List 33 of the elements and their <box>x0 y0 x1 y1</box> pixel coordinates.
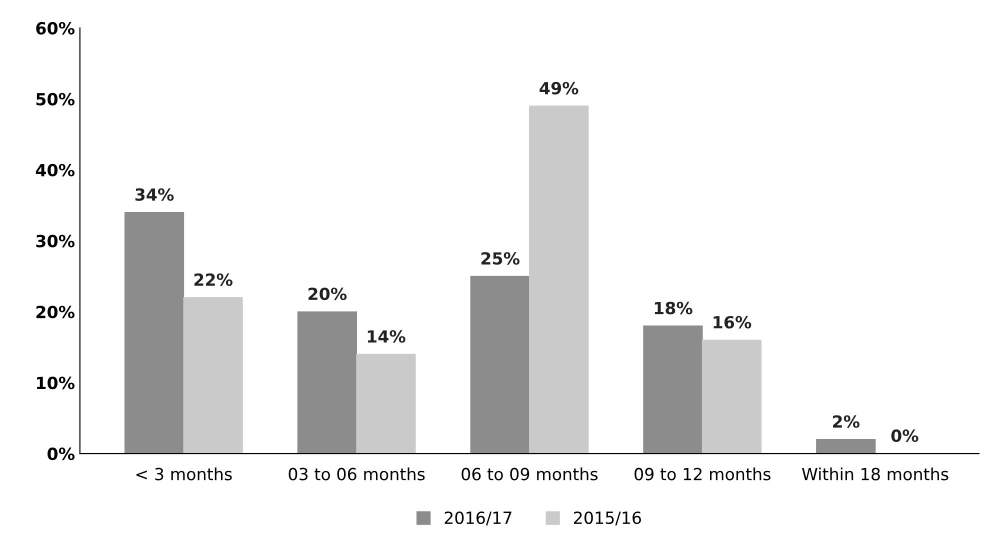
legend-label: 2016/17 <box>444 511 512 526</box>
y-tick-label: 50% <box>36 92 75 106</box>
y-tick-label: 0% <box>48 448 75 460</box>
data-label: 0% <box>891 429 918 442</box>
data-label: 20% <box>308 288 347 300</box>
data-label: 22% <box>194 273 232 286</box>
bar <box>643 326 703 454</box>
bar <box>702 340 762 454</box>
data-label: 14% <box>368 330 406 343</box>
x-tick-label: Within 18 months <box>802 467 948 480</box>
y-tick-label: 30% <box>36 234 75 248</box>
bar <box>183 297 243 454</box>
y-tick-label: 60% <box>36 22 75 35</box>
data-label: 49% <box>540 82 578 94</box>
y-tick-label: 40% <box>36 164 75 176</box>
y-tick-label: 20% <box>36 306 75 318</box>
legend-label: 2015/16 <box>574 511 641 526</box>
x-tick-label: 09 to 12 months <box>634 467 770 480</box>
x-tick-label: 06 to 09 months <box>462 467 598 480</box>
bar <box>356 354 416 454</box>
x-tick-label: 03 to 06 months <box>288 467 425 480</box>
data-label: 18% <box>654 302 692 314</box>
data-label: 16% <box>714 316 752 329</box>
bar <box>816 438 876 454</box>
data-label: 2% <box>833 415 860 428</box>
bar <box>529 106 589 454</box>
bar <box>124 212 184 454</box>
y-tick-label: 10% <box>37 376 75 390</box>
bar <box>470 276 530 454</box>
bar <box>297 311 357 454</box>
data-label: 25% <box>481 252 520 265</box>
x-tick-label: < 3 months <box>136 467 232 480</box>
data-label: 34% <box>135 188 174 201</box>
